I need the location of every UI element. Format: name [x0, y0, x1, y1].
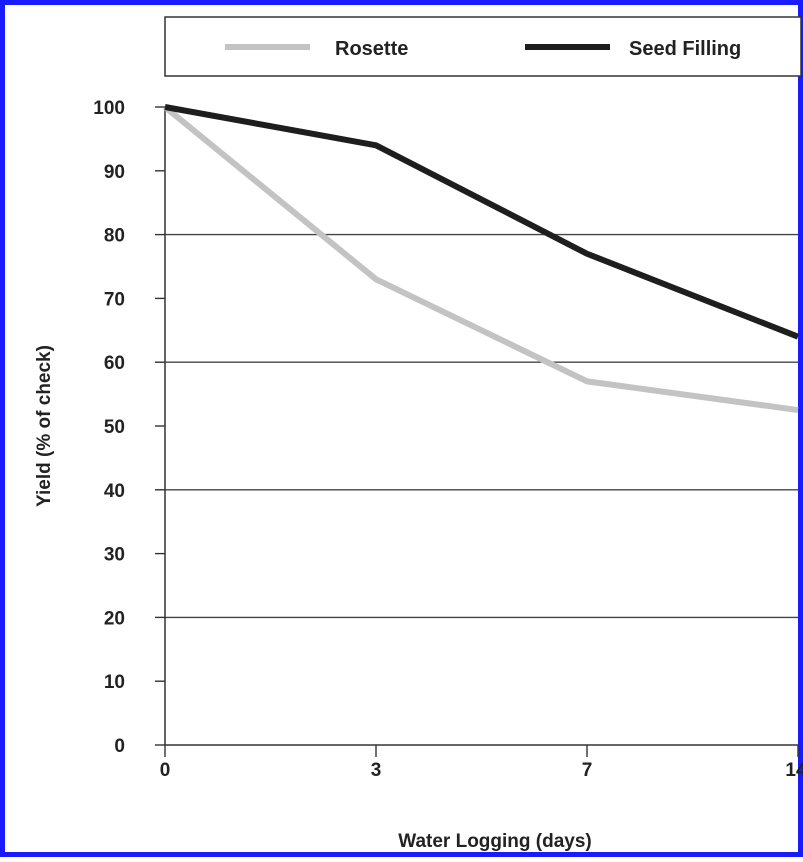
y-tick-label: 0: [114, 736, 125, 757]
y-tick-label: 20: [104, 608, 125, 629]
series-line-rosette: [165, 107, 798, 410]
series-line-seed-filling: [165, 107, 798, 337]
y-tick-label: 90: [104, 162, 125, 183]
x-axis-title: Water Logging (days): [398, 831, 592, 852]
y-tick-label: 100: [93, 98, 125, 119]
y-tick-label: 30: [104, 545, 125, 566]
x-tick-label: 0: [160, 760, 171, 781]
x-tick-label: 3: [371, 760, 382, 781]
y-tick-label: 70: [104, 289, 125, 310]
line-chart: Rosette Seed Filling 0102030405060708090…: [5, 5, 803, 862]
x-tick-label: 7: [582, 760, 593, 781]
y-axis-title: Yield (% of check): [34, 345, 55, 507]
y-tick-label: 10: [104, 672, 125, 693]
series-layer: [165, 107, 798, 410]
y-axis-ticks: 0 10 20 30 40 50 60 70 80 90 100: [93, 98, 165, 757]
legend: Rosette Seed Filling: [165, 17, 801, 76]
x-axis-ticks: 0 3 7 14: [160, 745, 803, 781]
legend-label-rosette: Rosette: [335, 38, 408, 60]
x-tick-label: 14: [785, 760, 803, 781]
y-tick-label: 80: [104, 226, 125, 247]
legend-label-seed-filling: Seed Filling: [629, 38, 741, 60]
gridlines: [165, 235, 798, 618]
y-tick-label: 40: [104, 481, 125, 502]
y-tick-label: 50: [104, 417, 125, 438]
y-tick-label: 60: [104, 353, 125, 374]
